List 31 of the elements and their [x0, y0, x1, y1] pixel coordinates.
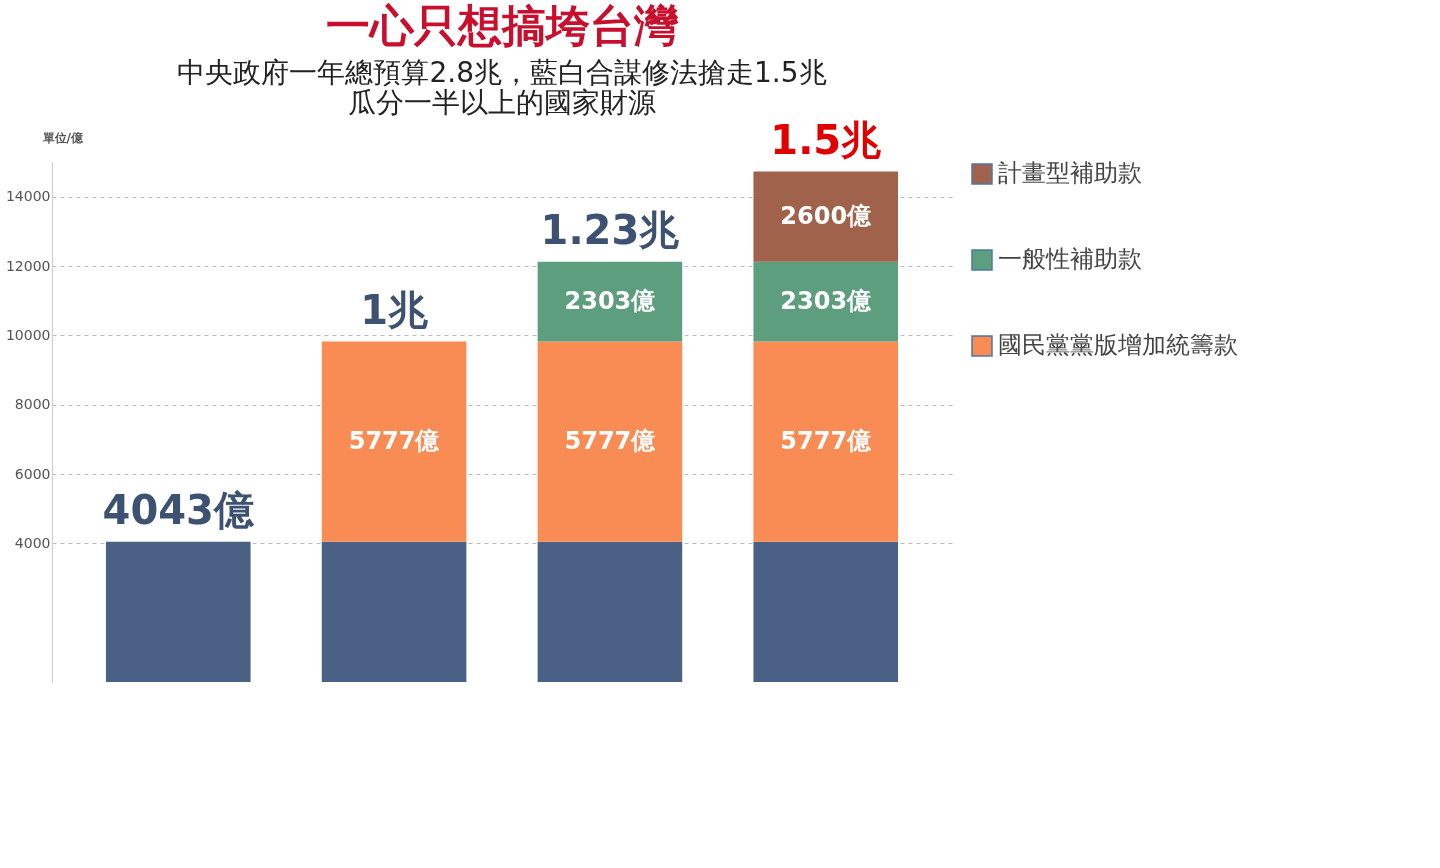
bar: [537, 261, 683, 342]
data-label: 5777億: [780, 426, 873, 455]
bar: [753, 341, 899, 542]
y-tick-label: 14000: [5, 188, 51, 205]
y-tick-label: 4000: [14, 534, 51, 551]
annotation: 1.23兆: [540, 206, 680, 253]
legend-label: 計畫型補助款: [998, 159, 1142, 187]
data-label: 5777億: [564, 426, 657, 455]
data-label: 2303億: [564, 286, 657, 315]
bar: [753, 261, 899, 342]
y-tick-label: 8000: [14, 396, 51, 413]
annotation: 1兆: [360, 286, 429, 333]
legend-label: 國民黨黨版增加統籌款: [998, 331, 1238, 359]
bar: [753, 541, 899, 682]
y-tick-label: 10000: [5, 326, 51, 343]
data-label: 2303億: [780, 286, 873, 315]
bar: [753, 171, 899, 262]
data-label: 5777億: [348, 426, 441, 455]
y-tick-label: 6000: [14, 465, 51, 482]
bar: [537, 541, 683, 682]
y-axis-title: 單位/億: [41, 130, 84, 145]
bar: [321, 541, 467, 682]
bar: [321, 341, 467, 542]
legend-label: 一般性補助款: [998, 245, 1142, 273]
annotation: 4043億: [102, 486, 255, 533]
bar: [537, 341, 683, 542]
data-label: 2600億: [780, 201, 873, 230]
bar: [105, 541, 251, 682]
text: 1.5兆: [770, 116, 882, 163]
y-tick-label: 12000: [5, 257, 51, 274]
chart-title: 一心只想搞垮台灣: [326, 0, 679, 51]
